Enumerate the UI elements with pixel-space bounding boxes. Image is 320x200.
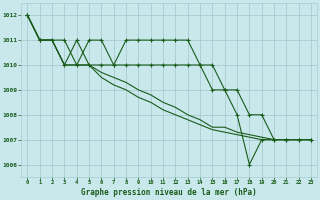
- X-axis label: Graphe pression niveau de la mer (hPa): Graphe pression niveau de la mer (hPa): [81, 188, 257, 197]
